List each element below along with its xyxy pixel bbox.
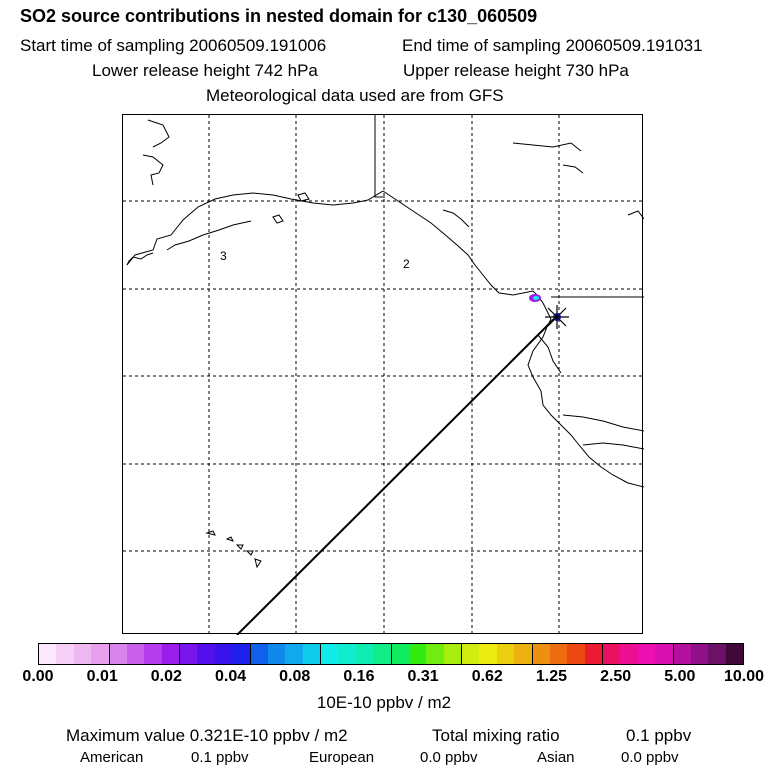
color-scale-segment — [126, 644, 145, 664]
color-scale-tick-label: 2.50 — [600, 668, 632, 685]
total-mixing-ratio-value: 0.1 ppbv — [626, 726, 692, 745]
color-scale-segment — [584, 644, 603, 664]
color-scale-segment — [56, 644, 74, 664]
color-scale-segment — [109, 644, 127, 664]
color-scale-tick-label: 1.25 — [535, 668, 568, 685]
trajectory-line — [236, 315, 558, 635]
color-scale-segment — [673, 644, 691, 664]
color-scale-segment — [532, 644, 550, 664]
color-scale-segment — [725, 644, 743, 664]
maximum-value: Maximum value 0.321E-10 ppbv / m2 — [66, 726, 348, 745]
color-scale-segment — [391, 644, 409, 664]
region-label-2: 2 — [403, 257, 410, 271]
american-label: American — [80, 749, 144, 766]
color-scale-segment — [91, 644, 110, 664]
region-label-3: 3 — [220, 249, 227, 263]
color-scale-segment — [690, 644, 709, 664]
color-scale-segment — [496, 644, 515, 664]
color-scale-segment — [355, 644, 374, 664]
color-scale-tick-label: 0.04 — [214, 668, 247, 685]
color-scale-segment — [302, 644, 321, 664]
color-scale-tick-label: 0.31 — [407, 668, 439, 685]
color-scale-tick-label: 0.16 — [343, 668, 375, 685]
color-scale-units: 10E-10 ppbv / m2 — [316, 693, 452, 712]
color-scale-tick-label: 10.00 — [723, 668, 765, 685]
color-scale-segment — [39, 644, 57, 664]
color-scale-tick-label: 0.02 — [150, 668, 182, 685]
color-scale-segment — [321, 644, 339, 664]
color-scale-segment — [514, 644, 533, 664]
color-scale-segment — [443, 644, 462, 664]
upper-release-height: Upper release height 730 hPa — [403, 61, 629, 80]
european-value: 0.0 ppbv — [420, 749, 478, 766]
release-point-marker — [545, 305, 569, 329]
color-scale-tick-label: 0.00 — [22, 668, 54, 685]
color-scale-segment — [197, 644, 215, 664]
map-panel: 3 2 — [122, 114, 644, 635]
color-scale-segment — [73, 644, 92, 664]
met-data-source: Meteorological data used are from GFS — [206, 86, 504, 105]
lat-lon-grid — [123, 115, 644, 635]
color-scale-segment — [373, 644, 392, 664]
color-scale-segment — [408, 644, 427, 664]
color-scale-bar — [38, 643, 744, 665]
coastlines — [126, 115, 644, 569]
color-scale-segment — [144, 644, 162, 664]
end-time: End time of sampling 20060509.191031 — [402, 36, 703, 55]
color-scale-segment — [232, 644, 251, 664]
color-scale-segment — [285, 644, 303, 664]
map-title: SO2 source contributions in nested domai… — [20, 6, 538, 26]
american-value: 0.1 ppbv — [191, 749, 249, 766]
color-scale-segment — [250, 644, 268, 664]
color-scale-segment — [620, 644, 638, 664]
color-scale-segment — [180, 644, 198, 664]
color-scale-segment — [549, 644, 568, 664]
color-scale-segment — [338, 644, 356, 664]
color-scale-segment — [603, 644, 621, 664]
color-scale-segment — [637, 644, 656, 664]
color-scale-segment — [161, 644, 180, 664]
color-scale-tick-label: 0.01 — [86, 668, 118, 685]
start-time: Start time of sampling 20060509.191006 — [20, 36, 327, 55]
color-scale-tick-label: 5.00 — [664, 668, 696, 685]
concentration-plume — [529, 294, 541, 302]
lower-release-height: Lower release height 742 hPa — [92, 61, 318, 80]
color-scale-segment — [655, 644, 674, 664]
color-scale-tick-label: 0.08 — [279, 668, 311, 685]
color-scale-segment — [267, 644, 286, 664]
color-scale-segment — [567, 644, 585, 664]
color-scale-segment — [214, 644, 233, 664]
total-mixing-ratio-label: Total mixing ratio — [432, 726, 560, 745]
color-scale-segment — [479, 644, 497, 664]
color-scale-segment — [462, 644, 480, 664]
color-scale-tick-label: 0.62 — [471, 668, 503, 685]
color-scale-segment — [426, 644, 444, 664]
asian-value: 0.0 ppbv — [621, 749, 679, 766]
map-canvas — [123, 115, 644, 635]
asian-label: Asian — [537, 749, 575, 766]
color-scale-segment — [708, 644, 726, 664]
european-label: European — [309, 749, 375, 766]
